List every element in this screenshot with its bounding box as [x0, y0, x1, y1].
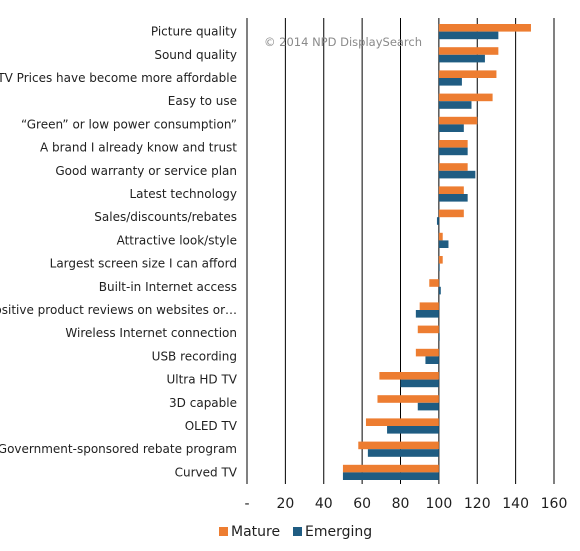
bar-emerging-sound-quality: [438, 54, 485, 63]
category-label-curved-tv: Curved TV: [175, 465, 238, 479]
category-label-tv-prices-have-become-more-affordable: TV Prices have become more affordable: [0, 71, 237, 85]
bar-mature-usb-recording: [415, 348, 439, 357]
gridlines: [246, 18, 555, 484]
bar-emerging-a-brand-i-already-know-and-trust: [438, 147, 468, 156]
category-label-usb-recording: USB recording: [152, 349, 237, 363]
category-label-latest-technology: Latest technology: [129, 187, 237, 201]
x-tick-label-6: 120: [464, 496, 491, 512]
category-label-picture-quality: Picture quality: [151, 25, 237, 39]
x-axis-tick-labels: - 20 40 60 80 100 120 140 160: [244, 496, 567, 512]
bar-emerging-largest-screen-size-i-can-afford: [438, 263, 440, 272]
category-label-oled-tv: OLED TV: [185, 419, 238, 433]
bar-mature-a-brand-i-already-know-and-trust: [438, 140, 468, 148]
category-label-a-brand-i-already-know-and-trust: A brand I already know and trust: [40, 141, 237, 155]
bar-mature-oled-tv: [365, 418, 439, 426]
legend-label-mature: Mature: [231, 524, 280, 540]
x-tick-label-1: 20: [276, 496, 294, 512]
legend-swatch-mature: [219, 527, 228, 536]
bar-mature-wireless-internet-connection: [417, 325, 439, 334]
bars: [342, 24, 531, 480]
bar-emerging-3d-capable: [417, 402, 439, 411]
bar-mature-3d-capable: [377, 395, 439, 403]
bar-emerging-latest-technology: [438, 194, 468, 202]
bar-emerging-attractive-look-style: [438, 240, 449, 248]
category-label-positive-product-reviews-on-websites-or: Positive product reviews on websites or…: [0, 303, 237, 317]
bar-emerging-sales-discounts-rebates: [436, 217, 439, 225]
legend-label-emerging: Emerging: [305, 524, 372, 540]
bar-mature-tv-prices-have-become-more-affordable: [438, 70, 497, 78]
category-label-wireless-internet-connection: Wireless Internet connection: [65, 326, 237, 340]
bar-mature-good-warranty-or-service-plan: [438, 163, 468, 171]
x-tick-label-3: 60: [353, 496, 371, 512]
bar-emerging-wireless-internet-connection: [438, 333, 440, 341]
bar-emerging-green-or-low-power-consumption: [438, 124, 464, 132]
category-label-built-in-internet-access: Built-in Internet access: [99, 280, 237, 294]
watermark-text: © 2014 NPD DisplaySearch: [264, 35, 422, 49]
category-label-sound-quality: Sound quality: [154, 48, 237, 62]
category-label-government-sponsored-rebate-program: Government-sponsored rebate program: [0, 442, 237, 456]
category-label-easy-to-use: Easy to use: [168, 94, 237, 108]
bar-mature-positive-product-reviews-on-websites-or: [419, 302, 439, 310]
bar-emerging-built-in-internet-access: [438, 286, 441, 295]
bar-mature-easy-to-use: [438, 93, 493, 102]
bar-mature-built-in-internet-access: [429, 279, 439, 287]
category-label-ultra-hd-tv: Ultra HD TV: [166, 373, 237, 387]
bar-mature-attractive-look-style: [438, 232, 443, 241]
legend: Mature Emerging: [219, 524, 372, 540]
category-label-largest-screen-size-i-can-afford: Largest screen size I can afford: [50, 257, 237, 271]
bar-emerging-tv-prices-have-become-more-affordable: [438, 78, 462, 86]
x-tick-label-5: 100: [426, 496, 453, 512]
x-tick-label-2: 40: [315, 496, 333, 512]
bar-emerging-government-sponsored-rebate-program: [367, 449, 439, 457]
bar-mature-sales-discounts-rebates: [438, 209, 464, 218]
category-labels: Picture quality Sound quality TV Prices ha…: [0, 25, 238, 480]
category-label-sales-discounts-rebates: Sales/discounts/rebates: [94, 210, 237, 224]
x-tick-label-7: 140: [502, 496, 529, 512]
category-label-attractive-look-style: Attractive look/style: [117, 233, 237, 247]
category-label-3d-capable: 3D capable: [169, 396, 237, 410]
bar-mature-sound-quality: [438, 47, 499, 55]
bar-emerging-usb-recording: [425, 356, 439, 364]
bar-mature-green-or-low-power-consumption: [438, 116, 478, 125]
bar-emerging-picture-quality: [438, 31, 499, 40]
bar-mature-curved-tv: [342, 464, 439, 473]
bar-mature-latest-technology: [438, 186, 464, 194]
x-tick-label-4: 80: [392, 496, 410, 512]
bar-emerging-ultra-hd-tv: [400, 379, 439, 388]
bar-emerging-easy-to-use: [438, 101, 472, 109]
bar-emerging-good-warranty-or-service-plan: [438, 170, 476, 179]
bar-mature-government-sponsored-rebate-program: [358, 441, 439, 450]
bar-emerging-curved-tv: [342, 472, 439, 480]
bar-mature-picture-quality: [438, 24, 531, 32]
bar-emerging-positive-product-reviews-on-websites-or: [415, 310, 439, 318]
category-label-good-warranty-or-service-plan: Good warranty or service plan: [55, 164, 237, 178]
legend-swatch-emerging: [293, 527, 302, 536]
x-tick-label-8: 160: [541, 496, 568, 512]
bar-emerging-oled-tv: [387, 426, 439, 434]
bar-mature-largest-screen-size-i-can-afford: [438, 256, 443, 264]
category-label-green-or-low-power-consumption: “Green” or low power consumption”: [21, 117, 237, 131]
x-tick-label-0: -: [244, 496, 249, 512]
bar-mature-ultra-hd-tv: [379, 372, 439, 380]
